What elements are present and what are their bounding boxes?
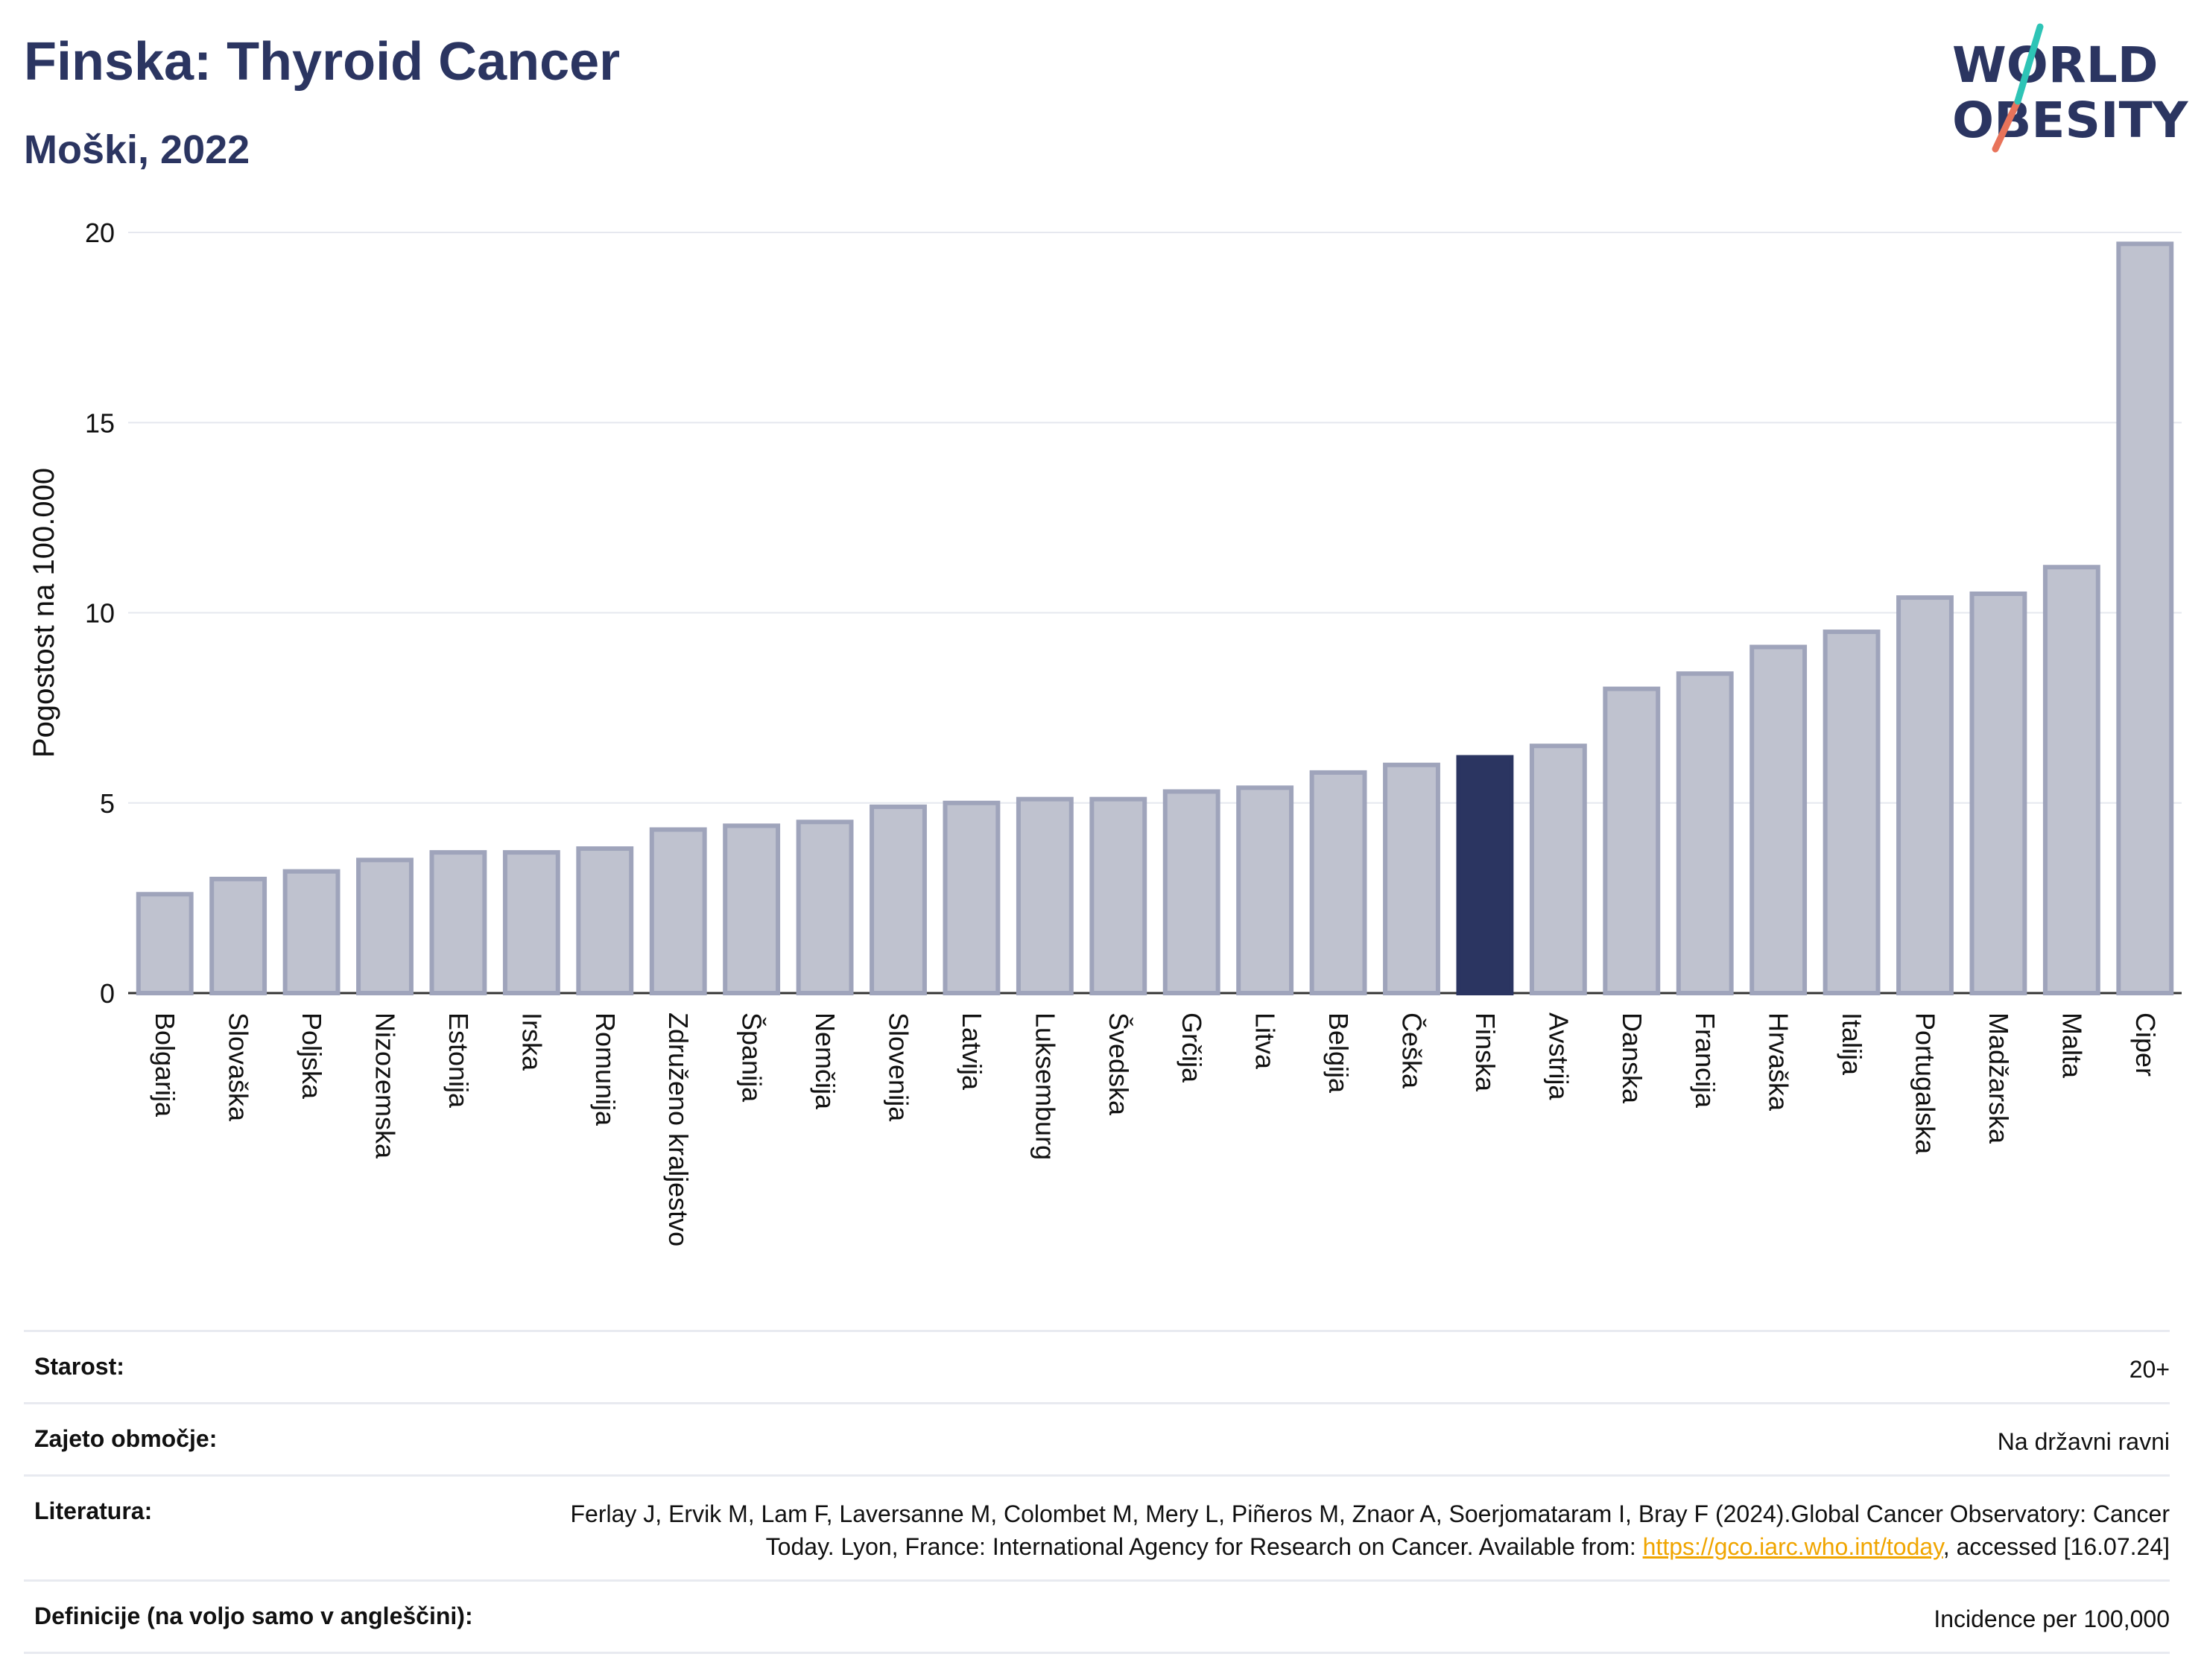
x-tick-label: Romunija <box>590 1012 621 1126</box>
page-subtitle: Moški, 2022 <box>24 127 250 172</box>
x-tick-label: Latvija <box>957 1012 987 1091</box>
x-tick-label: Hrvaška <box>1764 1012 1794 1112</box>
logo-line-world: WORLD <box>1952 37 2159 94</box>
references-label: Literatura: <box>34 1497 153 1524</box>
x-tick-label: Danska <box>1617 1012 1647 1104</box>
bar-chart: 0 5 10 15 20 Bolgarija Slovaška Poljska Nizozem… <box>28 218 2182 1246</box>
bar <box>576 846 634 996</box>
bar <box>649 827 707 995</box>
bar <box>723 823 781 995</box>
info-table: Starost: 20+ Zajeto območje: Na državni … <box>24 1330 2170 1654</box>
definitions-value: Incidence per 100,000 <box>1934 1605 2170 1632</box>
x-tick-label: Madžarska <box>1983 1012 2014 1144</box>
bar <box>1676 671 1734 995</box>
bar <box>502 850 560 995</box>
x-tick-label: Malta <box>2056 1012 2087 1079</box>
x-tick-label: Bolgarija <box>150 1012 180 1118</box>
age-value: 20+ <box>2129 1356 2170 1383</box>
x-tick-label: Slovenija <box>884 1012 914 1122</box>
y-tick-label: 10 <box>85 598 115 629</box>
y-axis-label: Pogostost na 100.000 <box>28 468 60 758</box>
y-axis-ticks: 0 5 10 15 20 <box>85 218 115 1009</box>
x-tick-label: Litva <box>1250 1012 1281 1070</box>
bar <box>1529 744 1587 995</box>
x-tick-label: Poljska <box>297 1012 327 1100</box>
x-tick-label: Češka <box>1397 1012 1428 1089</box>
definitions-label: Definicije (na voljo samo v angleščini): <box>34 1603 473 1629</box>
x-tick-label: Ciper <box>2130 1012 2161 1077</box>
bar <box>1089 796 1147 996</box>
y-tick-label: 5 <box>100 788 115 819</box>
bar <box>870 804 927 995</box>
x-tick-label: Belgija <box>1323 1012 1354 1094</box>
bar <box>356 858 414 996</box>
references-text: Ferlay J, Ervik M, Lam F, Laversanne M, … <box>570 1500 2170 1560</box>
y-tick-label: 20 <box>85 218 115 248</box>
y-tick-label: 0 <box>100 978 115 1009</box>
page-title: Finska: Thyroid Cancer <box>24 32 621 92</box>
bar <box>1969 591 2027 995</box>
x-tick-label: Portugalska <box>1910 1012 1941 1155</box>
logo-slash-top <box>2014 23 2044 105</box>
world-obesity-logo: WORLD OBESITY <box>1952 23 2189 153</box>
coverage-label: Zajeto območje: <box>34 1425 218 1452</box>
x-tick-label: Nizozemska <box>370 1012 401 1159</box>
logo-slash-bottom <box>1992 98 2021 153</box>
bar <box>1016 796 1074 996</box>
bar <box>136 892 194 996</box>
references-link[interactable]: https://gco.iarc.who.int/today <box>1642 1533 1943 1560</box>
x-tick-label: Združeno kraljestvo <box>663 1012 694 1246</box>
x-tick-label: Italija <box>1837 1012 1867 1076</box>
references-value: Ferlay J, Ervik M, Lam F, Laversanne M, … <box>568 1497 2170 1563</box>
coverage-value: Na državni ravni <box>1997 1428 2170 1455</box>
bar <box>1383 762 1440 995</box>
x-tick-label: Nemčija <box>810 1012 840 1110</box>
y-tick-label: 15 <box>85 408 115 438</box>
bar <box>1749 644 1808 995</box>
x-tick-label: Španija <box>737 1012 767 1103</box>
bar <box>209 876 267 995</box>
x-tick-label: Švedska <box>1103 1012 1134 1116</box>
x-tick-label: Luksemburg <box>1030 1012 1060 1160</box>
bars <box>136 241 2174 996</box>
bar <box>1603 686 1661 995</box>
x-tick-label: Slovaška <box>224 1012 254 1122</box>
info-row-coverage: Zajeto območje: Na državni ravni <box>24 1402 2170 1474</box>
x-tick-label: Irska <box>516 1012 547 1071</box>
x-tick-label: Grčija <box>1177 1012 1207 1083</box>
x-tick-label: Estonija <box>443 1012 474 1109</box>
references-accessed: , accessed [16.07.24] <box>1942 1533 2170 1560</box>
logo-line-obesity: OBESITY <box>1952 92 2189 149</box>
bar <box>1823 630 1881 996</box>
bar <box>282 869 341 996</box>
x-tick-label: Francija <box>1690 1012 1720 1109</box>
bar <box>2042 565 2100 995</box>
bar <box>429 850 487 995</box>
info-row-references: Literatura: Ferlay J, Ervik M, Lam F, La… <box>24 1474 2170 1579</box>
bar-highlight <box>1456 755 1514 995</box>
age-label: Starost: <box>34 1353 124 1380</box>
bar <box>1896 595 1954 995</box>
x-tick-label: Finska <box>1470 1012 1501 1092</box>
x-axis-ticks: Bolgarija Slovaška Poljska Nizozemska Estoni… <box>150 1012 2161 1246</box>
x-tick-label: Avstrija <box>1543 1012 1574 1100</box>
info-row-definitions: Definicije (na voljo samo v angleščini):… <box>24 1579 2170 1654</box>
bar <box>796 820 854 996</box>
bar <box>2116 241 2174 995</box>
bar <box>1309 770 1367 995</box>
bar <box>1236 785 1294 996</box>
bar <box>1162 789 1220 995</box>
bar <box>943 800 1001 995</box>
info-row-age: Starost: 20+ <box>24 1330 2170 1402</box>
